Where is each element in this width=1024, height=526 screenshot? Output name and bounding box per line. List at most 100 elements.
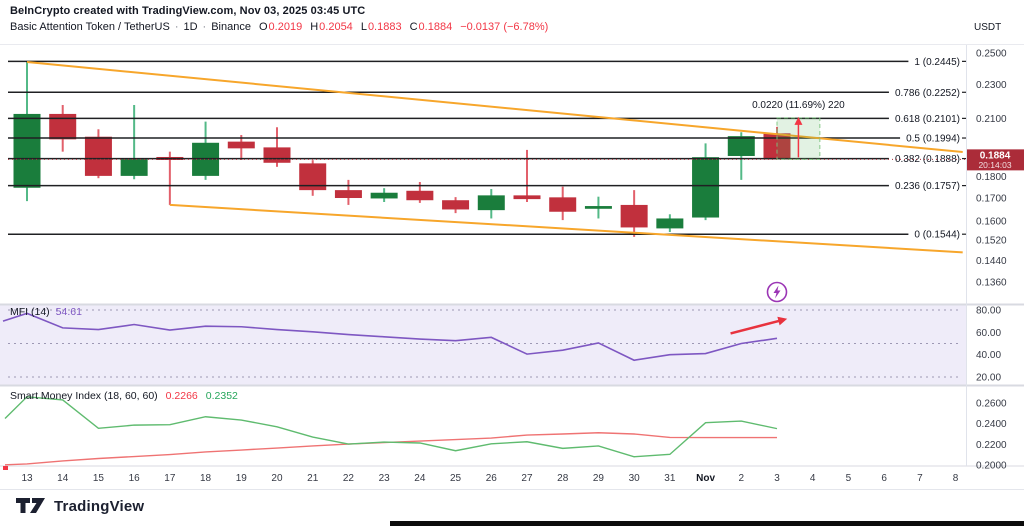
smi-axis-tick: 0.2400 (976, 419, 1007, 430)
smi-indicator-label[interactable]: Smart Money Index (18, 60, 60) 0.2266 0.23… (10, 390, 238, 402)
candle-25[interactable] (442, 200, 470, 210)
quote-currency-label[interactable]: USDT (974, 22, 1002, 33)
measure-label: 0.0220 (11.69%) 220 (752, 100, 845, 111)
tradingview-logo-text: TradingView (54, 497, 145, 515)
candle-30[interactable] (620, 204, 648, 228)
x-axis-tick: 8 (953, 473, 959, 484)
price-axis-tick: 0.1700 (976, 194, 1007, 205)
mfi-line (2, 312, 778, 362)
candle-19[interactable] (227, 141, 255, 149)
tradingview-branding[interactable]: TradingView (16, 494, 144, 518)
interval-label[interactable]: 1D (183, 21, 198, 33)
smi-axis-tick: 0.2200 (976, 440, 1007, 451)
mfi-trend-arrow[interactable] (730, 319, 780, 335)
candle-31[interactable] (656, 218, 684, 229)
x-axis-tick: 5 (846, 473, 852, 484)
symbol-info-bar: Basic Attention Token / TetherUS · 1D · Bina… (10, 21, 548, 33)
x-axis-tick: 26 (486, 473, 498, 484)
mfi-panel-bg (0, 305, 966, 385)
candle-23[interactable] (370, 192, 398, 199)
fib-label: 0 (0.1544) (914, 230, 960, 241)
change-value: −0.0137 (−6.78%) (460, 21, 549, 33)
high-value: 0.2054 (319, 21, 353, 33)
lightning-bolt-icon (773, 285, 781, 299)
x-axis-tick: 25 (450, 473, 462, 484)
fib-label: 0.618 (0.2101) (895, 114, 960, 125)
attribution-line: BeInCrypto created with TradingView.com,… (10, 5, 366, 17)
x-axis-tick: 19 (236, 473, 248, 484)
fib-label: 0.786 (0.2252) (895, 88, 960, 99)
fib-label: 1 (0.2445) (914, 57, 960, 68)
last-price-countdown: 20:14:03 (978, 160, 1011, 170)
price-axis-tick: 0.1440 (976, 256, 1007, 267)
mfi-value: 54.61 (55, 306, 82, 318)
x-axis-tick: 13 (21, 473, 33, 484)
last-price-badge (967, 149, 1024, 171)
candle-24[interactable] (406, 190, 434, 201)
price-axis-tick: 0.1600 (976, 216, 1007, 227)
smi-fast-line (4, 432, 777, 466)
candle-27[interactable] (513, 195, 541, 200)
exchange-label[interactable]: Binance (211, 21, 251, 33)
x-axis-tick: 18 (200, 473, 212, 484)
candle-20[interactable] (263, 147, 291, 163)
mfi-axis-tick: 40.00 (976, 350, 1001, 361)
fib-label: 0.5 (0.1994) (906, 134, 960, 145)
separator-dot: · (202, 21, 207, 33)
last-price-value: 0.1884 (980, 150, 1011, 161)
x-axis-tick: Nov (696, 473, 715, 484)
mfi-trend-arrow-head (777, 316, 788, 326)
smi-slow-value: 0.2352 (205, 390, 238, 402)
x-axis-tick: 2 (738, 473, 744, 484)
measure-arrow-head (794, 116, 803, 125)
candle-Nov[interactable] (692, 157, 720, 218)
low-value: 0.1883 (367, 21, 402, 33)
open-label: O (258, 21, 268, 33)
open-value: 0.2019 (268, 21, 303, 33)
price-axis-tick: 0.2500 (976, 49, 1007, 60)
fib-label: 0.236 (0.1757) (895, 181, 960, 192)
candle-15[interactable] (84, 136, 112, 176)
smi-slow-line (4, 396, 778, 458)
price-axis-tick: 0.1520 (976, 236, 1007, 247)
smi-title[interactable]: Smart Money Index (18, 60, 60) (10, 390, 158, 402)
x-axis-tick: 28 (557, 473, 569, 484)
separator-dot: · (174, 21, 179, 33)
symbol-title[interactable]: Basic Attention Token / TetherUS (10, 21, 170, 33)
fib-label: 0.382 (0.1888) (895, 154, 960, 165)
x-axis-tick: 22 (343, 473, 355, 484)
candle-29[interactable] (584, 206, 612, 209)
x-axis-tick: 29 (593, 473, 605, 484)
candle-13[interactable] (13, 113, 41, 188)
close-label: C (409, 21, 418, 33)
price-axis-tick: 0.2100 (976, 114, 1007, 125)
x-axis-tick: 7 (917, 473, 923, 484)
low-label: L (360, 21, 367, 33)
replay-marker (3, 466, 8, 470)
candle-16[interactable] (120, 159, 148, 176)
x-axis-tick: 23 (379, 473, 391, 484)
x-axis-tick: 6 (881, 473, 887, 484)
trendline-upper[interactable] (26, 60, 963, 154)
x-axis-tick: 20 (271, 473, 283, 484)
x-axis-tick: 27 (521, 473, 533, 484)
mfi-indicator-label[interactable]: MFI (14) 54.61 (10, 306, 82, 318)
x-axis-tick: 30 (629, 473, 641, 484)
smi-axis-tick: 0.2600 (976, 399, 1007, 410)
close-value: 0.1884 (418, 21, 453, 33)
candle-26[interactable] (477, 195, 505, 211)
smi-axis-tick: 0.2000 (976, 461, 1007, 472)
candle-2[interactable] (727, 136, 755, 156)
x-axis-tick: 15 (93, 473, 105, 484)
mfi-axis-tick: 20.00 (976, 373, 1001, 384)
candle-28[interactable] (549, 197, 577, 212)
price-axis-tick: 0.1800 (976, 172, 1007, 183)
mfi-axis-tick: 60.00 (976, 328, 1001, 339)
x-axis-tick: 17 (164, 473, 176, 484)
tradingview-logo-icon (16, 498, 45, 513)
x-axis-tick: 24 (414, 473, 426, 484)
trendline-lower[interactable] (169, 203, 963, 254)
candle-22[interactable] (334, 190, 362, 199)
mfi-title[interactable]: MFI (14) (10, 306, 50, 318)
